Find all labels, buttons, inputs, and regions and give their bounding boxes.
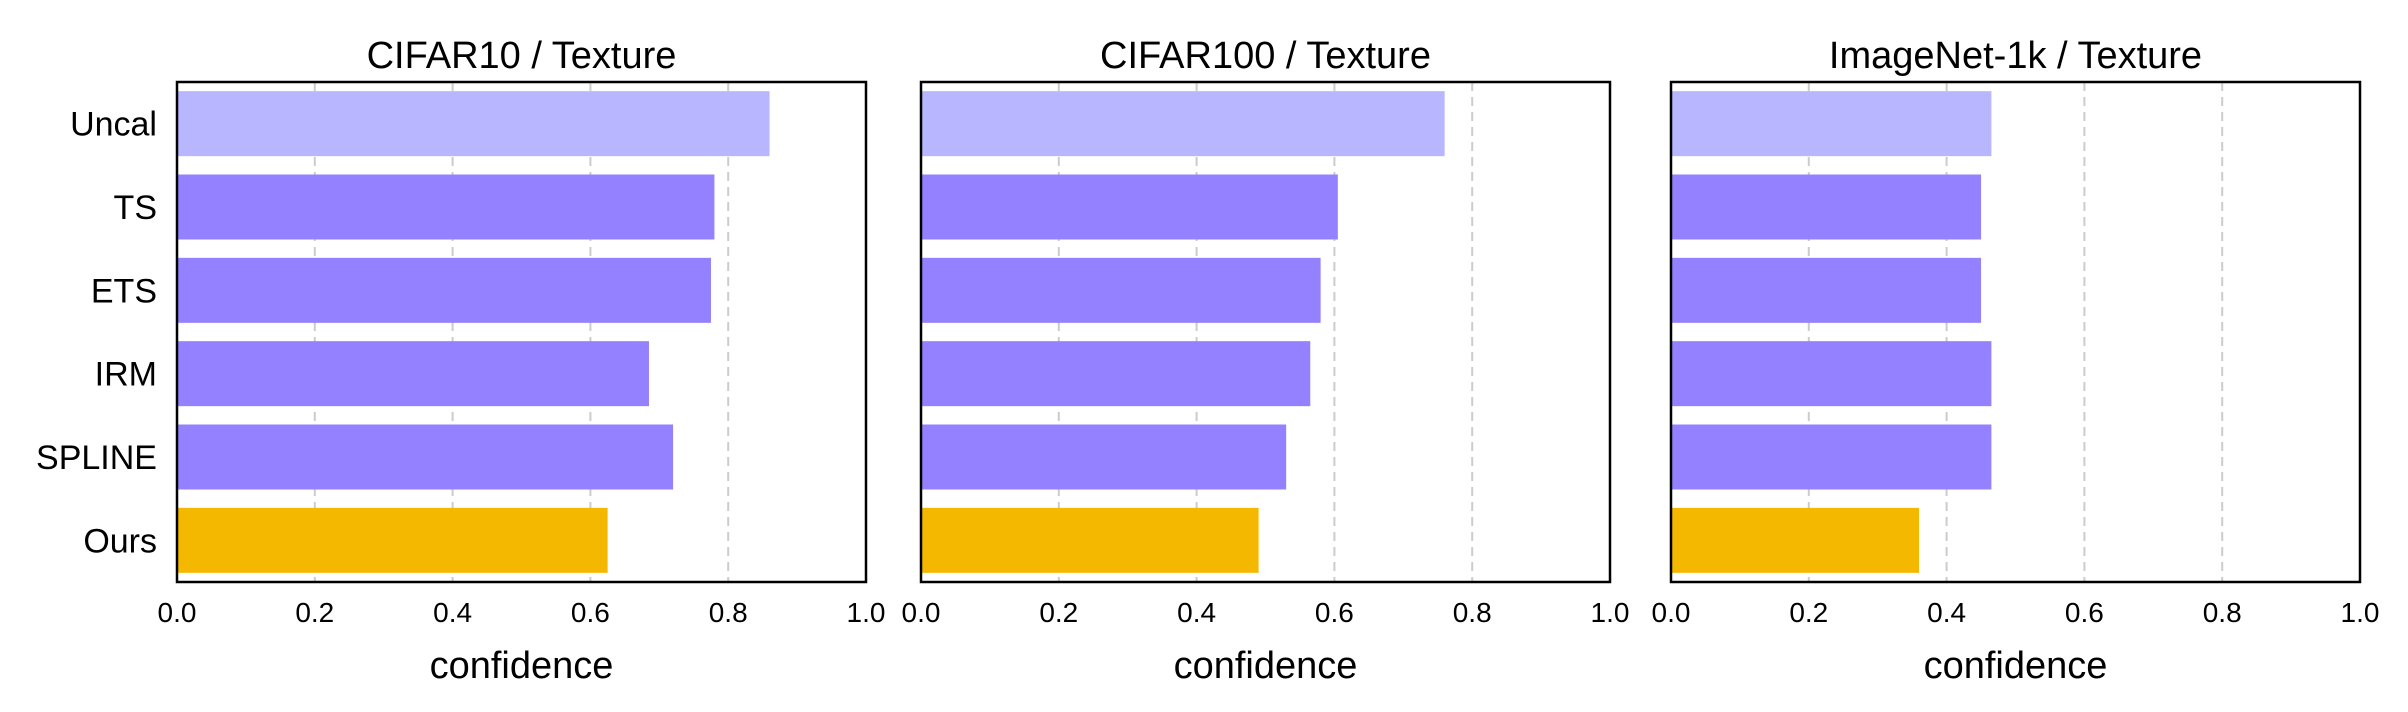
x-axis-label: confidence	[430, 645, 614, 687]
x-tick-label: 0.8	[2203, 597, 2242, 628]
x-tick-label: 0.6	[2065, 597, 2104, 628]
bar-irm	[922, 341, 1311, 407]
x-tick-label: 1.0	[2341, 597, 2380, 628]
x-tick-label: 0.4	[433, 597, 472, 628]
bar-uncal	[922, 91, 1445, 157]
bar-ours	[178, 507, 608, 573]
x-tick-label: 0.2	[295, 597, 334, 628]
bar-ours	[1672, 507, 1920, 573]
chart-title: CIFAR100 / Texture	[1100, 35, 1431, 77]
x-axis-label: confidence	[1174, 645, 1358, 687]
x-tick-label: 0.0	[902, 597, 941, 628]
plot-frame	[919, 80, 1612, 584]
bar-ts	[922, 174, 1338, 240]
x-tick-label: 1.0	[847, 597, 886, 628]
category-label: ETS	[91, 272, 157, 310]
x-tick-label: 0.0	[1652, 597, 1691, 628]
bar-ours	[922, 507, 1259, 573]
x-tick-label: 0.2	[1039, 597, 1078, 628]
category-label: Ours	[83, 522, 157, 560]
x-tick-label: 0.4	[1927, 597, 1966, 628]
x-tick-label: 1.0	[1591, 597, 1630, 628]
chart-panel-3: 0.0 0.2 0.4 0.6 0.8 1.0 confidence ImageNet-1k …	[1652, 35, 2380, 687]
chart-panel-1: Uncal TS ETS IRM SPLINE Ours 0.0 0.2 0.4 0.6 0.8 1.…	[36, 35, 885, 687]
bar-ets	[178, 257, 711, 323]
chart-title: CIFAR10 / Texture	[367, 35, 677, 77]
category-label: TS	[114, 189, 157, 227]
bar-ets	[922, 257, 1321, 323]
x-tick-label: 0.2	[1789, 597, 1828, 628]
chart-title: ImageNet-1k / Texture	[1829, 35, 2202, 77]
chart-panel-2: 0.0 0.2 0.4 0.6 0.8 1.0 confidence CIFAR100 / T…	[902, 35, 1630, 687]
bar-uncal	[1672, 91, 1992, 157]
bar-uncal	[178, 91, 770, 157]
bar-ets	[1672, 257, 1982, 323]
bar-spline	[922, 424, 1287, 490]
bar-irm	[1672, 341, 1992, 407]
x-tick-label: 0.6	[571, 597, 610, 628]
x-tick-label: 0.6	[1315, 597, 1354, 628]
category-label: SPLINE	[36, 439, 157, 477]
x-tick-label: 0.8	[1453, 597, 1492, 628]
plot-frame	[1669, 80, 2362, 584]
x-tick-label: 0.4	[1177, 597, 1216, 628]
plot-frame	[175, 80, 868, 584]
bar-spline	[178, 424, 674, 490]
bar-irm	[178, 341, 649, 407]
category-label: IRM	[95, 356, 157, 394]
x-axis-label: confidence	[1924, 645, 2108, 687]
category-label: Uncal	[70, 106, 157, 144]
x-tick-label: 0.0	[158, 597, 197, 628]
bar-ts	[1672, 174, 1982, 240]
bar-spline	[1672, 424, 1992, 490]
x-tick-label: 0.8	[709, 597, 748, 628]
bar-ts	[178, 174, 715, 240]
